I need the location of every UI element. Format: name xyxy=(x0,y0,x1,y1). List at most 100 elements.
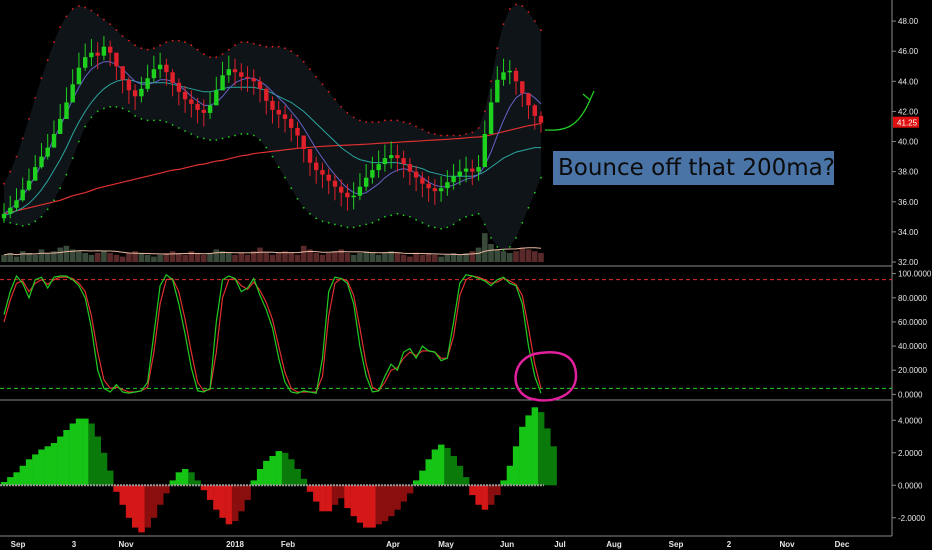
histogram-bar xyxy=(88,423,95,486)
histogram-bar xyxy=(113,485,120,492)
upper-band-dot xyxy=(246,41,249,43)
histogram-bar xyxy=(550,446,557,486)
upper-band-dot xyxy=(59,26,62,28)
volume-bar xyxy=(488,244,494,262)
volume-bar xyxy=(244,254,251,262)
lower-band-dot xyxy=(184,130,187,132)
lower-band-dot xyxy=(153,119,155,122)
lower-band-dot xyxy=(483,223,486,226)
lower-band-dot xyxy=(390,214,392,217)
candle-body xyxy=(51,134,57,148)
histogram-bar xyxy=(531,407,539,486)
lower-band-dot xyxy=(115,106,118,108)
volume-bar xyxy=(238,253,245,262)
lower-band-dot xyxy=(171,124,174,126)
histogram-bar xyxy=(194,480,201,486)
volume-bar xyxy=(300,245,307,262)
candle-body xyxy=(14,200,19,208)
candle-body xyxy=(538,115,544,123)
volume-bar xyxy=(482,233,488,262)
lower-band-dot xyxy=(190,133,193,135)
upper-band-dot xyxy=(508,8,511,10)
lower-band-dot xyxy=(177,127,180,129)
volume-bar xyxy=(126,253,132,262)
price-tick-label: 32.00 xyxy=(898,258,919,267)
upper-band-dot xyxy=(9,170,12,173)
volume-bar xyxy=(350,254,357,262)
volume-bar xyxy=(19,251,26,262)
candle-body xyxy=(145,78,150,89)
histogram-bar xyxy=(438,444,445,486)
volume-bar xyxy=(251,251,257,262)
candle-body xyxy=(164,64,169,73)
stochastic-tick-label: 100.0000 xyxy=(898,270,932,279)
lower-band-dot xyxy=(458,218,461,221)
upper-band-dot xyxy=(396,119,399,122)
histogram-bar xyxy=(369,485,376,528)
histogram-bar xyxy=(238,485,245,512)
lower-band-dot xyxy=(440,228,442,230)
histogram-bar xyxy=(375,485,382,525)
histogram-bar xyxy=(188,472,195,486)
candle-body xyxy=(295,128,300,136)
time-tick-label: 2018 xyxy=(226,540,244,549)
upper-band-dot xyxy=(227,48,230,51)
upper-band-dot xyxy=(78,5,80,7)
volume-bar xyxy=(76,251,82,262)
histogram-bar xyxy=(82,418,89,486)
volume-bar xyxy=(269,254,276,262)
upper-band-dot xyxy=(452,134,455,137)
candle-body xyxy=(345,192,350,198)
candle-body xyxy=(501,72,506,80)
oscillator-tick-label: 0.0000 xyxy=(898,481,923,490)
stochastic-tick-label: 40.0000 xyxy=(898,342,927,351)
volume-bar xyxy=(144,254,151,262)
candle-body xyxy=(513,70,519,82)
volume-bar xyxy=(507,253,513,262)
lower-band-dot xyxy=(296,197,299,200)
lower-band-dot xyxy=(409,215,411,218)
time-tick-label: May xyxy=(438,540,454,549)
candle-body xyxy=(395,155,400,159)
histogram-bar xyxy=(200,485,208,491)
candle-body xyxy=(526,93,531,106)
histogram-bar xyxy=(313,485,320,502)
volume-bar xyxy=(413,253,419,262)
volume-bar xyxy=(538,253,544,262)
volume-bar xyxy=(319,254,326,262)
histogram-bar xyxy=(519,426,526,486)
lower-band-dot xyxy=(159,119,162,122)
candle-body xyxy=(532,105,537,116)
histogram-bar xyxy=(350,485,358,517)
time-tick-label: Dec xyxy=(835,540,850,549)
ma-purple-line xyxy=(3,61,542,215)
volume-bar xyxy=(388,251,394,262)
volume-bar xyxy=(444,254,451,262)
volume-bar xyxy=(113,254,120,262)
histogram-bar xyxy=(213,485,220,510)
histogram-bar xyxy=(75,418,83,486)
volume-bar xyxy=(232,254,238,262)
lower-band-dot xyxy=(284,176,286,179)
oscillator-tick-label: -2.0000 xyxy=(898,514,926,523)
upper-band-dot xyxy=(334,98,336,101)
histogram-bar xyxy=(544,428,551,486)
lower-band-dot xyxy=(127,110,130,113)
bollinger-band-fill xyxy=(4,4,541,250)
lower-band-dot xyxy=(146,119,149,122)
histogram-bar xyxy=(138,485,145,533)
annotation-text: Bounce off that 200ma? xyxy=(558,155,835,181)
histogram-bar xyxy=(487,485,495,505)
volume-bar xyxy=(525,249,532,262)
lower-band-dot xyxy=(265,146,268,149)
histogram-bar xyxy=(406,485,414,494)
candle-body xyxy=(332,180,338,187)
histogram-bar xyxy=(331,485,339,505)
histogram-bar xyxy=(344,485,351,509)
lower-band-dot xyxy=(34,220,37,223)
upper-band-dot xyxy=(446,134,449,137)
histogram-bar xyxy=(281,452,289,486)
histogram-bar xyxy=(381,485,389,522)
histogram-bar xyxy=(157,485,164,505)
lower-band-dot xyxy=(508,246,511,248)
